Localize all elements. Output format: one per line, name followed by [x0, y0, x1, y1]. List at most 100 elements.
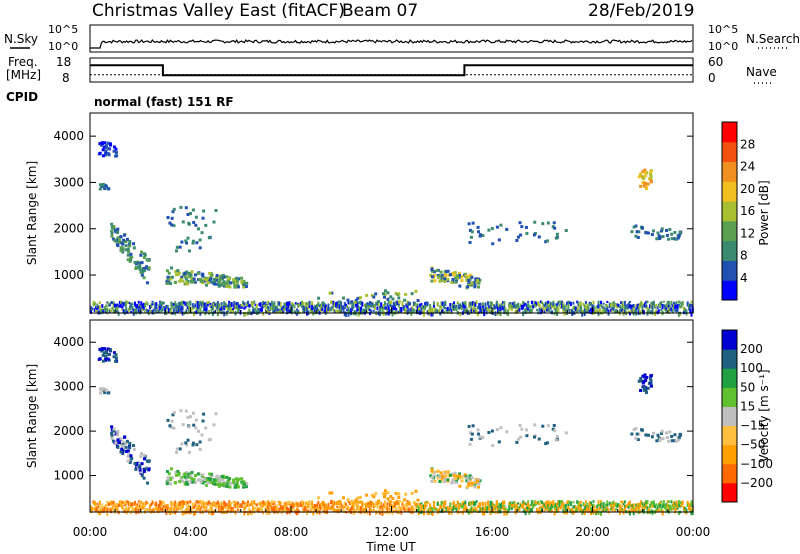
velocity-echo [189, 500, 192, 504]
velocity-echo [361, 508, 364, 513]
velocity-echo [524, 428, 528, 432]
velocity-echo [479, 507, 482, 512]
power-echo [308, 304, 311, 309]
power-echo [533, 300, 536, 306]
velocity-echo [639, 376, 643, 380]
power-echo [228, 285, 232, 289]
power-echo [643, 171, 647, 175]
velocity-echo [166, 504, 169, 507]
velocity-echo [519, 502, 522, 506]
velocity-echo [90, 505, 92, 510]
power-echo [253, 300, 256, 304]
power-echo [577, 301, 580, 305]
power-echo [532, 305, 535, 309]
velocity-echo [257, 507, 260, 510]
power-echo [520, 225, 524, 229]
power-echo [128, 240, 132, 244]
power-echo [125, 301, 128, 307]
power-echo [196, 305, 199, 309]
power-echo [176, 305, 179, 308]
velocity-echo [258, 508, 261, 513]
power-echo [191, 239, 195, 243]
power-echo [170, 301, 173, 307]
velocity-colorbar-swatch [722, 330, 737, 350]
velocity-echo [297, 503, 300, 508]
velocity-echo [138, 468, 142, 472]
velocity-echo [631, 503, 634, 509]
power-echo [466, 309, 469, 313]
power-echo [268, 302, 271, 305]
power-echo [608, 303, 611, 309]
velocity-echo [687, 505, 690, 511]
power-echo [239, 303, 242, 309]
velocity-echo [107, 503, 110, 506]
velocity-echo [395, 500, 398, 506]
velocity-echo [518, 423, 522, 427]
power-echo [112, 145, 116, 149]
velocity-echo [186, 438, 190, 442]
power-echo [453, 302, 456, 308]
velocity-echo [378, 507, 381, 510]
velocity-echo [497, 507, 500, 513]
power-colorbar-swatch [722, 161, 737, 182]
velocity-echo [532, 504, 535, 509]
power-echo [689, 308, 692, 313]
velocity-echo [538, 502, 541, 506]
power-echo [288, 309, 291, 314]
power-echo [136, 303, 139, 308]
time-axis-label: Time UT [365, 540, 416, 554]
velocity-echo [342, 504, 345, 509]
power-echo [102, 145, 106, 149]
velocity-echo [139, 455, 143, 459]
power-echo [244, 306, 247, 309]
power-echo [636, 303, 639, 307]
power-echo [682, 309, 685, 315]
power-echo [644, 174, 648, 178]
power-echo [637, 175, 641, 179]
power-echo [543, 310, 546, 314]
power-echo [671, 308, 674, 313]
velocity-echo [367, 502, 370, 505]
power-echo [200, 305, 203, 309]
velocity-echo [167, 508, 170, 514]
power-echo [229, 304, 232, 308]
power-echo [157, 304, 160, 308]
power-echo [319, 307, 322, 312]
velocity-echo [674, 439, 678, 443]
velocity-echo [169, 507, 172, 511]
power-echo [248, 308, 251, 312]
velocity-echo [566, 501, 569, 504]
power-echo [323, 306, 326, 310]
power-echo [332, 308, 335, 312]
power-echo [456, 301, 459, 304]
power-echo [510, 304, 513, 310]
power-echo [422, 305, 425, 309]
velocity-echo [625, 504, 628, 509]
power-echo [203, 306, 206, 311]
velocity-echo [390, 503, 393, 507]
power-echo [177, 304, 180, 310]
velocity-echo [160, 503, 163, 507]
power-echo [455, 305, 458, 311]
power-echo [359, 296, 363, 300]
power-echo [603, 308, 606, 314]
velocity-echo [649, 379, 653, 383]
power-echo [588, 309, 591, 314]
velocity-echo [415, 503, 418, 508]
velocity-echo [169, 510, 172, 515]
power-echo [273, 310, 276, 313]
velocity-echo [132, 507, 135, 511]
velocity-echo [675, 507, 678, 511]
power-echo [586, 303, 589, 308]
velocity-echo [146, 501, 149, 505]
velocity-echo [667, 507, 670, 511]
velocity-echo [112, 351, 116, 355]
power-echo [125, 300, 128, 303]
velocity-echo [649, 377, 653, 381]
velocity-echo [269, 502, 272, 507]
velocity-echo [253, 500, 256, 505]
velocity-echo [623, 507, 626, 511]
power-echo [439, 305, 442, 309]
power-echo [517, 235, 521, 239]
